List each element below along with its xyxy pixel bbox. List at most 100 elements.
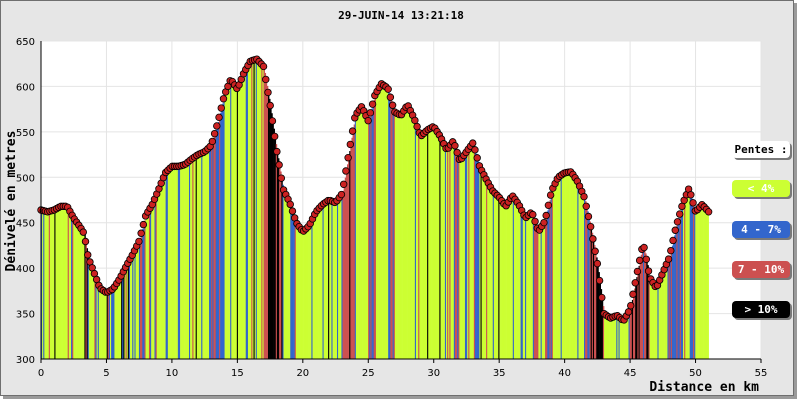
slope-bar (186, 163, 189, 359)
slope-bar (47, 211, 50, 359)
slope-bar (629, 309, 632, 359)
slope-bar (490, 187, 492, 359)
slope-bar (471, 144, 474, 359)
slope-bar (368, 120, 370, 359)
y-tick-label: 650 (16, 37, 35, 48)
y-tick-label: 350 (16, 310, 35, 321)
slope-bar (135, 248, 137, 359)
slope-bar (217, 121, 220, 360)
slope-bar (195, 156, 198, 359)
slope-bar (105, 292, 107, 359)
slope-bar (296, 223, 299, 359)
slope-bar (69, 211, 72, 359)
slope-bar (670, 250, 673, 359)
chart-title: 29-JUIN-14 13:21:18 (338, 9, 464, 22)
slope-bar (482, 172, 485, 359)
slope-bar (647, 265, 649, 359)
slope-bar (505, 205, 507, 359)
slope-bar (689, 190, 692, 359)
slope-bar (645, 253, 647, 359)
slope-bar (177, 166, 180, 359)
slope-bar (332, 201, 334, 359)
slope-bar (190, 160, 192, 359)
slope-bar (66, 206, 69, 359)
slope-bar (103, 290, 105, 359)
slope-bar (487, 181, 489, 359)
slope-bar (611, 317, 614, 359)
slope-bar (284, 192, 287, 359)
slope-bar (601, 297, 604, 359)
slope-bar (362, 108, 364, 359)
slope-bar (353, 124, 356, 359)
slope-bar (107, 291, 110, 359)
slope-bar (666, 264, 668, 359)
profile-point (540, 218, 548, 227)
profile-point (471, 146, 479, 154)
slope-bar (197, 154, 200, 359)
slope-bar (229, 83, 231, 360)
profile-point (137, 229, 145, 237)
slope-bar (644, 247, 646, 359)
profile-point (689, 199, 697, 207)
slope-bar (173, 166, 175, 359)
x-tick-label: 5 (103, 368, 109, 379)
profile-point (219, 95, 228, 103)
y-tick-label: 550 (16, 128, 35, 139)
slope-bar (486, 179, 488, 359)
slope-bar (51, 210, 53, 359)
slope-bar (95, 276, 97, 359)
slope-bar (649, 276, 652, 359)
profile-point (586, 222, 595, 231)
slope-bar (168, 169, 171, 359)
slope-bar (569, 172, 571, 359)
profile-point (671, 226, 679, 234)
slope-bar (293, 214, 296, 359)
slope-bar (142, 228, 144, 359)
slope-bar (383, 85, 386, 359)
slope-bar (126, 265, 129, 359)
slope-bar (427, 130, 429, 359)
slope-bar (78, 225, 81, 359)
slope-bar (222, 103, 224, 359)
profile-point (580, 192, 588, 201)
x-tick-label: 30 (427, 368, 440, 379)
slope-bar (470, 146, 472, 359)
slope-bar (537, 228, 539, 359)
slope-bar (407, 105, 409, 360)
slope-bar (267, 92, 270, 360)
slope-bar (118, 280, 121, 359)
slope-bar (285, 194, 288, 359)
slope-bar (648, 271, 650, 359)
slope-bar (55, 209, 57, 359)
slope-bar (698, 208, 701, 359)
slope-bar (288, 199, 290, 359)
slope-bar (530, 213, 533, 359)
slope-bar (606, 315, 608, 359)
slope-bar (245, 69, 248, 359)
slope-bar (358, 111, 360, 360)
slope-bar (587, 211, 589, 359)
profile-point (667, 246, 675, 255)
slope-bar (634, 288, 636, 359)
slope-bar (62, 206, 64, 359)
slope-bar (596, 257, 598, 359)
slope-bar (206, 149, 209, 359)
slope-bar (220, 112, 222, 360)
slope-bar (370, 112, 372, 360)
slope-bar (654, 284, 656, 359)
slope-bar (630, 305, 633, 359)
slope-bar (253, 60, 255, 359)
slope-bar (602, 306, 605, 359)
slope-bar (115, 285, 117, 359)
slope-bar (87, 254, 90, 359)
slope-bar (44, 210, 46, 359)
slope-bar (685, 197, 687, 359)
slope-bar (125, 267, 127, 359)
slope-bar (429, 128, 431, 359)
slope-bar (656, 287, 658, 359)
slope-bar (156, 194, 159, 359)
profile-point (266, 101, 274, 110)
profile-point (288, 207, 297, 215)
slope-bar (439, 135, 441, 359)
